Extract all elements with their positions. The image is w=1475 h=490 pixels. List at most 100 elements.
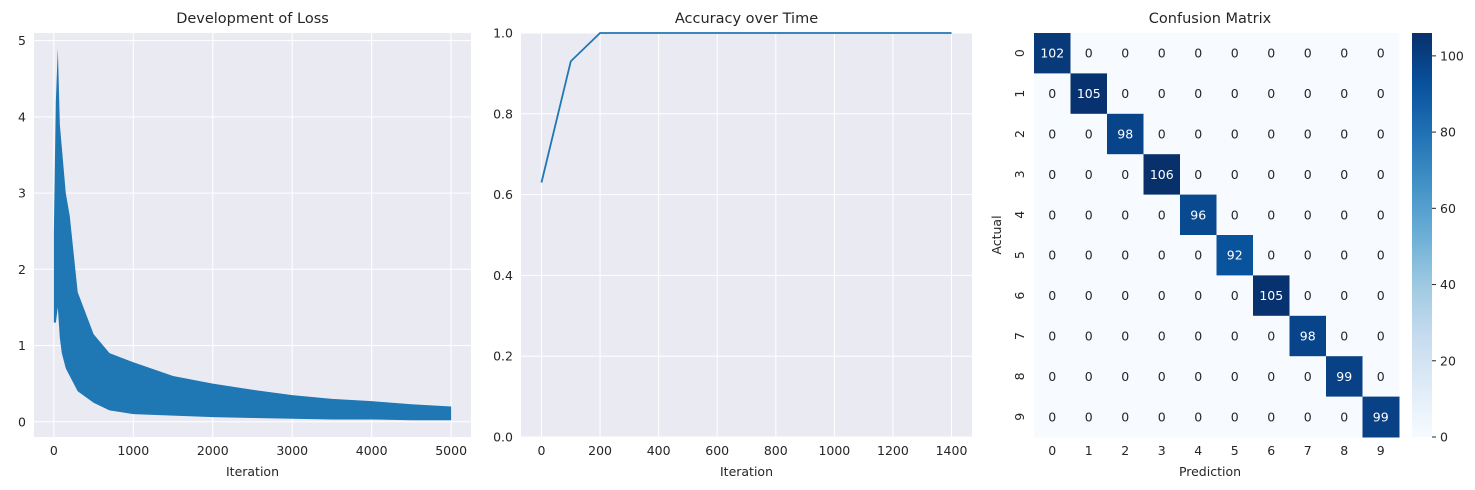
matrix-cell [1289, 73, 1327, 115]
matrix-cell-value: 0 [1340, 46, 1348, 61]
x-tick-label: 1400 [936, 443, 968, 458]
matrix-cell [1362, 73, 1400, 115]
matrix-x-tick-label: 7 [1304, 443, 1312, 458]
y-tick-label: 1 [18, 338, 26, 353]
matrix-cell-value: 0 [1340, 167, 1348, 182]
loss-x-ticks: 0 1000 2000 3000 4000 5000 [50, 443, 467, 458]
matrix-cell-value: 0 [1231, 207, 1239, 222]
matrix-y-tick-label: 7 [1012, 332, 1027, 340]
matrix-cell [1326, 396, 1363, 438]
matrix-cell-value: 96 [1190, 207, 1206, 222]
matrix-x-tick-label: 5 [1231, 443, 1239, 458]
loss-grid [34, 33, 471, 437]
confusion-matrix-title: Confusion Matrix [1149, 11, 1272, 27]
matrix-cell [1143, 356, 1181, 398]
y-tick-label: 1.0 [493, 26, 513, 41]
matrix-cell-value: 0 [1158, 86, 1166, 101]
matrix-cell-value: 0 [1231, 288, 1239, 303]
matrix-cell-value: 0 [1121, 167, 1129, 182]
matrix-cell [1180, 33, 1217, 74]
matrix-cell-value: 0 [1048, 329, 1056, 344]
matrix-cell-value: 0 [1304, 127, 1312, 142]
matrix-cell-value: 0 [1085, 207, 1093, 222]
matrix-cell [1362, 113, 1400, 155]
matrix-cell-value: 0 [1377, 248, 1385, 263]
matrix-cell [1326, 113, 1363, 155]
matrix-cell [1326, 315, 1363, 357]
matrix-cell-value: 0 [1304, 46, 1312, 61]
matrix-cell [1326, 356, 1363, 398]
x-tick-label: 5000 [435, 443, 467, 458]
colorbar-tick-label: 0 [1440, 430, 1448, 445]
matrix-cell [1253, 194, 1290, 236]
y-tick-label: 0.6 [493, 187, 513, 202]
matrix-cell [1107, 154, 1144, 196]
matrix-cell-value: 0 [1121, 409, 1129, 424]
matrix-cell [1289, 113, 1327, 155]
matrix-cell-value: 0 [1158, 288, 1166, 303]
matrix-cell [1107, 33, 1144, 74]
matrix-cell [1326, 33, 1363, 74]
matrix-cell-value: 99 [1336, 369, 1352, 384]
matrix-cell-value: 0 [1085, 167, 1093, 182]
accuracy-y-ticks: 0.0 0.2 0.4 0.6 0.8 1.0 [493, 26, 513, 445]
matrix-cell [1107, 396, 1144, 438]
confusion-matrix-cells: 102 0 0 0 0 0 0 0 0 0 0 105 0 0 0 0 0 0 0 0 0 0 98 0 0 0 0 0 0 0 0 0 0 10… [1034, 33, 1400, 438]
matrix-cell-value: 0 [1121, 207, 1129, 222]
matrix-cell [1216, 275, 1254, 317]
loss-chart-title: Development of Loss [176, 11, 329, 27]
matrix-x-tick-label: 8 [1340, 443, 1348, 458]
matrix-cell [1034, 73, 1071, 115]
matrix-cell [1216, 154, 1254, 196]
matrix-cell [1034, 315, 1071, 357]
matrix-cell [1216, 113, 1254, 155]
loss-y-ticks: 0 1 2 3 4 5 [18, 33, 26, 429]
matrix-cell-value: 0 [1048, 86, 1056, 101]
confusion-y-ticks: 0 1 2 3 4 5 6 7 8 9 [1012, 49, 1027, 421]
matrix-cell [1362, 154, 1400, 196]
matrix-cell [1362, 235, 1400, 276]
x-tick-label: 2000 [197, 443, 229, 458]
matrix-cell [1180, 275, 1217, 317]
matrix-cell [1107, 113, 1144, 155]
matrix-cell-value: 0 [1194, 248, 1202, 263]
colorbar-tick-label: 100 [1440, 48, 1464, 63]
matrix-cell-value: 0 [1267, 46, 1275, 61]
y-tick-label: 2 [18, 262, 26, 277]
matrix-cell [1143, 33, 1181, 74]
matrix-cell-value: 0 [1377, 369, 1385, 384]
matrix-cell [1326, 73, 1363, 115]
matrix-cell [1253, 356, 1290, 398]
matrix-cell-value: 0 [1304, 167, 1312, 182]
colorbar-ticks: 0 20 40 60 80 100 [1432, 48, 1464, 445]
matrix-cell [1180, 113, 1217, 155]
matrix-cell [1070, 235, 1108, 276]
confusion-x-axis-label: Prediction [1179, 464, 1241, 479]
matrix-cell [1180, 396, 1217, 438]
matrix-cell-value: 106 [1150, 167, 1174, 182]
matrix-cell [1362, 275, 1400, 317]
loss-chart: 0 1000 2000 3000 4000 5000 0 1 2 3 4 5 Development… [18, 11, 471, 479]
matrix-cell-value: 0 [1194, 329, 1202, 344]
matrix-cell [1143, 396, 1181, 438]
matrix-cell [1216, 396, 1254, 438]
matrix-cell [1034, 154, 1071, 196]
matrix-y-tick-label: 2 [1012, 130, 1027, 138]
matrix-cell-value: 0 [1048, 167, 1056, 182]
x-tick-label: 800 [764, 443, 788, 458]
matrix-cell-value: 0 [1121, 369, 1129, 384]
matrix-cell [1070, 194, 1108, 236]
matrix-cell-value: 0 [1194, 86, 1202, 101]
matrix-cell-value: 0 [1267, 127, 1275, 142]
matrix-cell-value: 98 [1117, 127, 1133, 142]
matrix-cell-value: 0 [1194, 288, 1202, 303]
matrix-cell [1216, 194, 1254, 236]
matrix-cell-value: 99 [1373, 409, 1389, 424]
accuracy-chart: 0 200 400 600 800 1000 1200 1400 0.00.20.40.60.… [493, 11, 972, 479]
matrix-cell-value: 0 [1121, 288, 1129, 303]
matrix-cell [1034, 235, 1071, 276]
x-tick-label: 1000 [818, 443, 850, 458]
matrix-cell-value: 0 [1340, 207, 1348, 222]
matrix-cell [1034, 194, 1071, 236]
